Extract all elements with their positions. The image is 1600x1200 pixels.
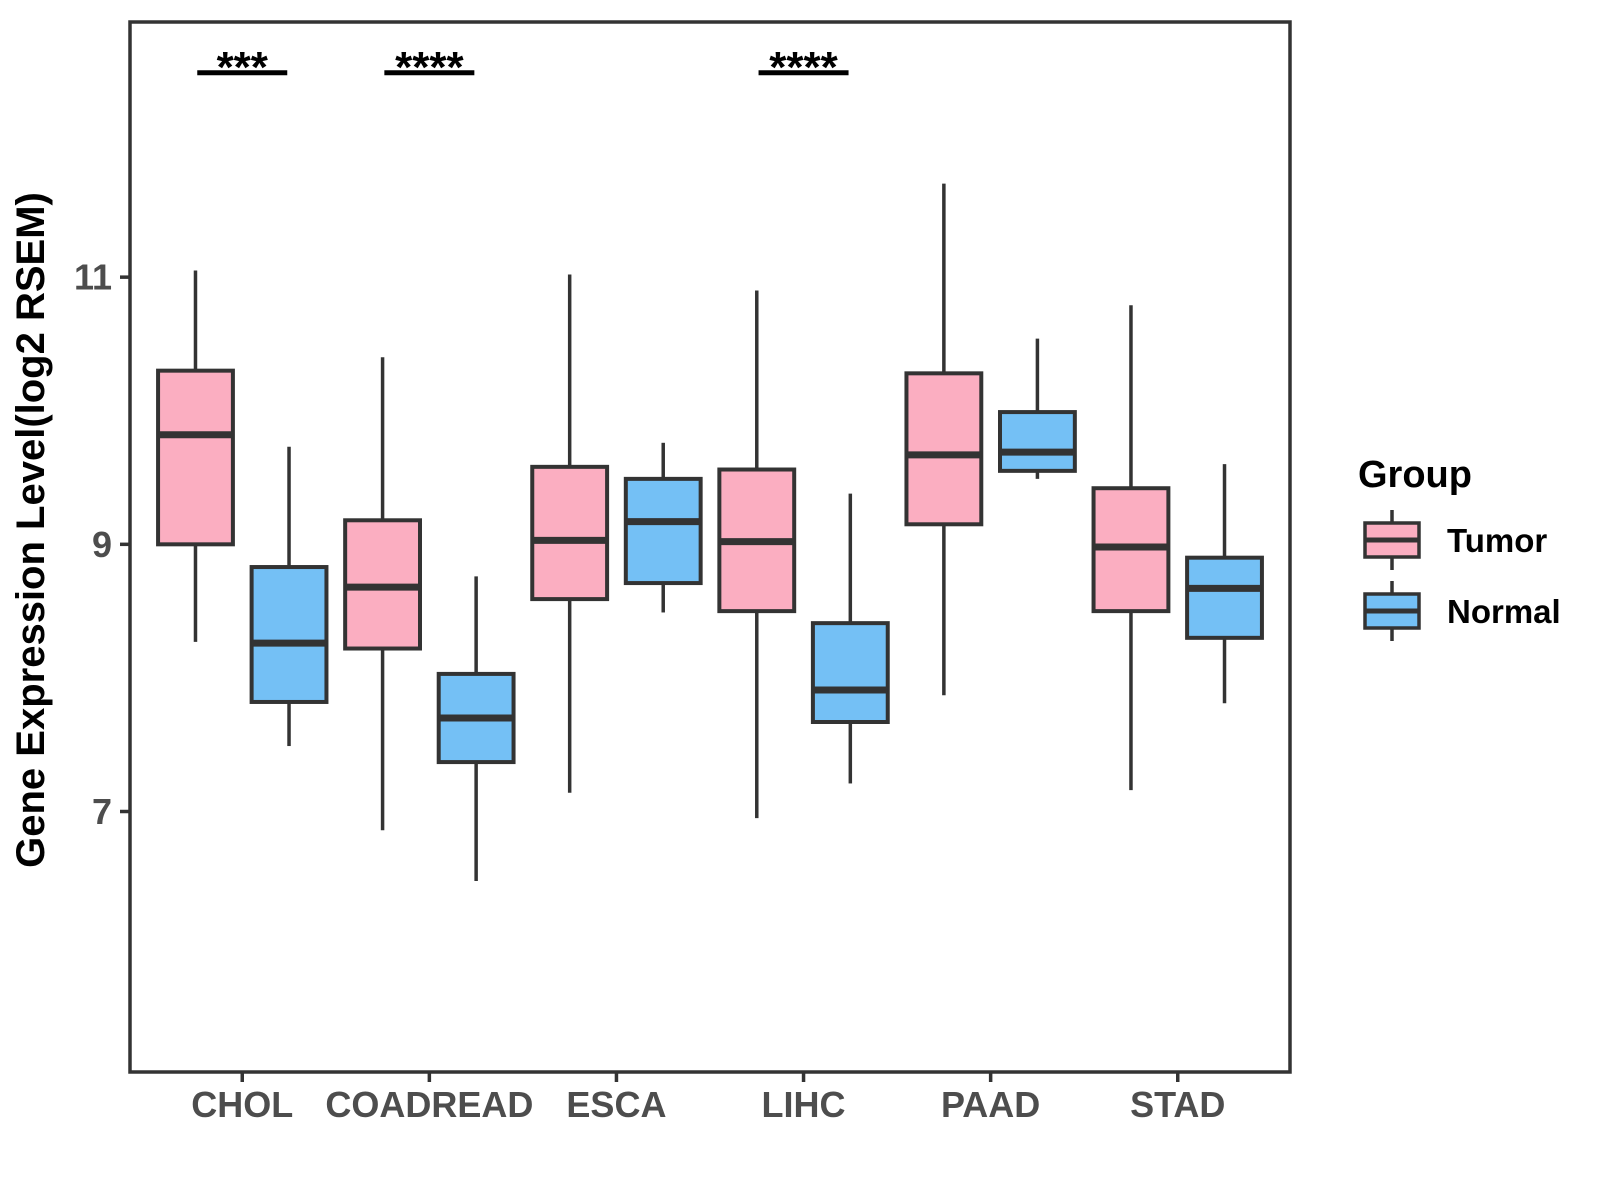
box-lihc-normal	[810, 621, 890, 724]
legend-title: Group	[1358, 454, 1472, 496]
legend-item-tumor: Tumor	[1363, 510, 1547, 570]
legend-label-normal: Normal	[1447, 593, 1561, 630]
normal-boxplot-swatch-icon	[1363, 581, 1421, 641]
box-paad-normal	[998, 410, 1077, 473]
x-tick-label: COADREAD	[325, 1084, 533, 1125]
panel-border	[128, 20, 1292, 1074]
y-axis-title: Gene Expression Level(log2 RSEM)	[9, 192, 53, 868]
x-tick-label: CHOL	[191, 1084, 293, 1125]
legend-label-tumor: Tumor	[1447, 522, 1547, 559]
box-esca-normal	[623, 476, 703, 586]
box-esca-tumor	[530, 464, 610, 602]
x-tick-label: ESCA	[566, 1084, 666, 1125]
significance-stars-chol: ***	[217, 43, 269, 92]
tumor-boxplot-swatch-icon	[1363, 510, 1421, 570]
significance-stars-coadread: ****	[395, 43, 464, 92]
legend: Group Tumor Normal	[1358, 454, 1561, 641]
x-tick-label: STAD	[1130, 1084, 1225, 1125]
significance-stars-lihc: ****	[769, 43, 838, 92]
box-stad-normal	[1185, 555, 1264, 640]
y-tick-label: 9	[92, 524, 112, 565]
box-chol-tumor	[156, 368, 235, 547]
y-tick-label: 11	[74, 257, 112, 298]
y-tick-label: 7	[92, 791, 112, 832]
x-tick-label: PAAD	[941, 1084, 1040, 1125]
legend-item-normal: Normal	[1363, 581, 1561, 641]
x-tick-label: LIHC	[762, 1084, 846, 1125]
box-chol-normal	[249, 565, 329, 704]
box-paad-tumor	[904, 371, 984, 527]
